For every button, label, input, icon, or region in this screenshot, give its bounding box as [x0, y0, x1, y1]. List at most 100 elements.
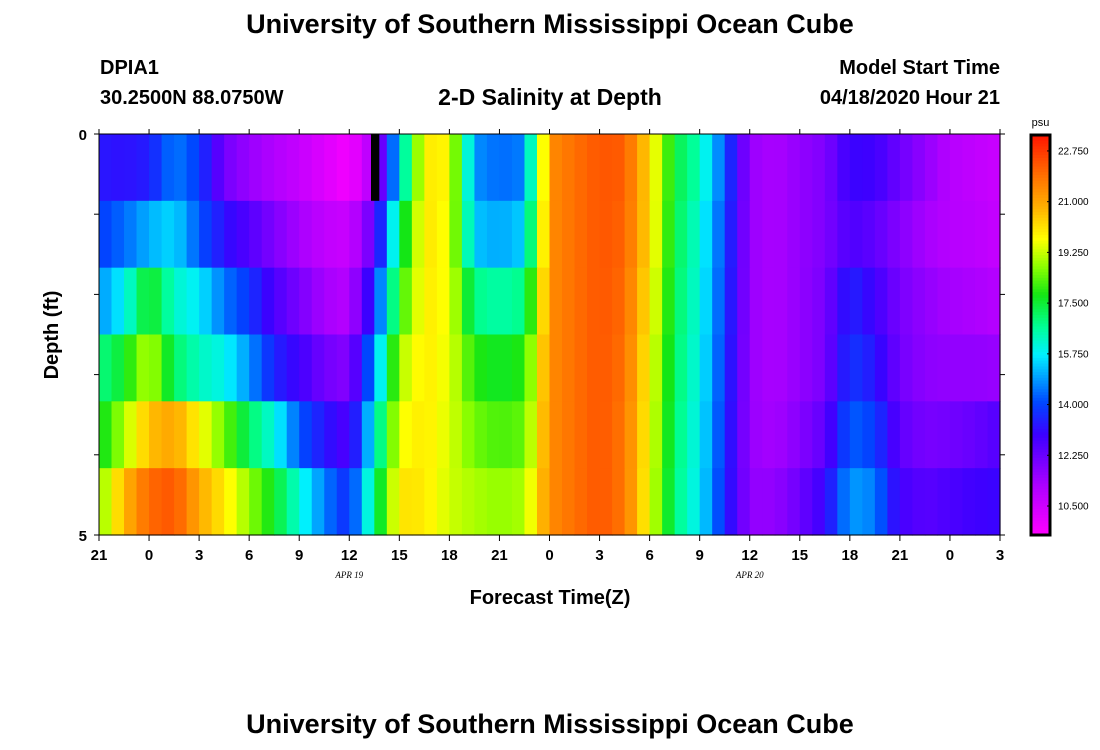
heatmap-cell — [737, 200, 751, 269]
heatmap-cell — [574, 401, 588, 469]
heatmap-cell — [574, 267, 588, 336]
colorbar-segment — [1031, 260, 1050, 265]
colorbar-segment — [1031, 400, 1050, 405]
heatmap-cell — [474, 468, 488, 536]
colorbar-segment — [1031, 455, 1050, 459]
heatmap-cell — [286, 267, 300, 336]
heatmap-cell — [887, 267, 901, 336]
colorbar-segment — [1031, 355, 1050, 359]
colorbar-segment — [1031, 523, 1050, 528]
colorbar-segment — [1031, 240, 1050, 245]
colorbar-segment — [1031, 237, 1050, 242]
heatmap-cell — [261, 267, 275, 336]
heatmap-cell — [374, 200, 388, 269]
heatmap-cell — [762, 334, 776, 402]
heatmap-cell — [849, 134, 863, 202]
heatmap-cell — [124, 334, 138, 402]
heatmap-cell — [286, 134, 300, 202]
heatmap-cell — [812, 468, 826, 536]
heatmap-cell — [211, 134, 225, 202]
heatmap-cell — [962, 468, 976, 536]
heatmap-cell — [199, 200, 213, 269]
colorbar-segment — [1031, 286, 1050, 290]
colorbar-segment — [1031, 157, 1050, 162]
heatmap-cell — [536, 200, 551, 269]
colorbar-segment — [1031, 212, 1050, 216]
colorbar-segment — [1031, 243, 1050, 248]
heatmap-cell — [574, 200, 588, 269]
heatmap-cell — [899, 134, 913, 202]
heatmap-cell — [599, 468, 613, 536]
colorbar-segment — [1031, 257, 1050, 262]
colorbar-segment — [1031, 463, 1050, 468]
heatmap-cell — [261, 468, 275, 536]
heatmap-cell — [649, 468, 663, 536]
heatmap-cell — [299, 134, 313, 202]
heatmap-cell — [649, 334, 663, 402]
heatmap-cell — [737, 468, 751, 536]
heatmap-cell — [912, 134, 926, 202]
heatmap-cell — [887, 134, 901, 202]
colorbar-segment — [1031, 300, 1050, 305]
heatmap-cell — [699, 200, 713, 269]
heatmap-cell — [787, 267, 801, 336]
heatmap-cell — [249, 200, 263, 269]
x-tick-label: 0 — [145, 547, 153, 564]
heatmap-cell — [962, 134, 976, 202]
heatmap-cell — [349, 134, 363, 202]
heatmap-cell — [637, 401, 651, 469]
colorbar-segment — [1031, 189, 1050, 193]
heatmap-cell — [511, 468, 526, 536]
colorbar-segment — [1031, 329, 1050, 333]
heatmap-cell — [637, 267, 651, 336]
heatmap-cell — [149, 468, 163, 536]
colorbar-segment — [1031, 389, 1050, 393]
heatmap-cell — [874, 200, 888, 269]
colorbar-segment — [1031, 360, 1050, 365]
heatmap-cell — [549, 468, 563, 536]
heatmap-cell — [787, 468, 801, 536]
heatmap-cell — [461, 200, 476, 269]
heatmap-cell — [274, 334, 288, 402]
heatmap-cell — [536, 401, 551, 469]
heatmap-cell — [261, 334, 275, 402]
heatmap-cell — [649, 401, 663, 469]
heatmap-cell — [712, 468, 726, 536]
heatmap-cell — [499, 267, 513, 336]
colorbar-segment — [1031, 340, 1050, 345]
heatmap-cell — [249, 468, 263, 536]
heatmap-cell — [399, 468, 413, 536]
chart-title: University of Southern Mississippi Ocean… — [246, 9, 854, 39]
colorbar-segment — [1031, 315, 1050, 319]
heatmap-cell — [824, 401, 838, 469]
heatmap-cell — [924, 334, 939, 402]
heatmap-cell — [486, 401, 501, 469]
heatmap-cell — [436, 134, 450, 202]
heatmap-cell — [562, 468, 576, 536]
heatmap-cell — [599, 334, 613, 402]
heatmap-cell — [424, 468, 438, 536]
heatmap-cell — [987, 401, 1001, 469]
heatmap-cell — [274, 134, 288, 202]
colorbar-tick-label: 10.500 — [1058, 502, 1089, 513]
heatmap-cell — [724, 267, 738, 336]
heatmap-cell — [436, 200, 450, 269]
heatmap-cell — [486, 134, 501, 202]
heatmap-cell — [824, 468, 838, 536]
heatmap-cell — [937, 334, 951, 402]
colorbar-segment — [1031, 183, 1050, 188]
colorbar-segment — [1031, 320, 1050, 325]
heatmap-cell — [637, 134, 651, 202]
heatmap-cell — [249, 401, 263, 469]
heatmap-cell — [399, 401, 413, 469]
colorbar-segment — [1031, 235, 1050, 239]
date-label: APR 19 — [334, 570, 363, 580]
heatmap-cell — [574, 468, 588, 536]
heatmap-cell — [987, 134, 1001, 202]
heatmap-cell — [674, 468, 688, 536]
colorbar-segment — [1031, 457, 1050, 462]
colorbar-segment — [1031, 366, 1050, 370]
colorbar-segment — [1031, 435, 1050, 439]
heatmap-cell — [349, 401, 363, 469]
heatmap-cell — [737, 134, 751, 202]
